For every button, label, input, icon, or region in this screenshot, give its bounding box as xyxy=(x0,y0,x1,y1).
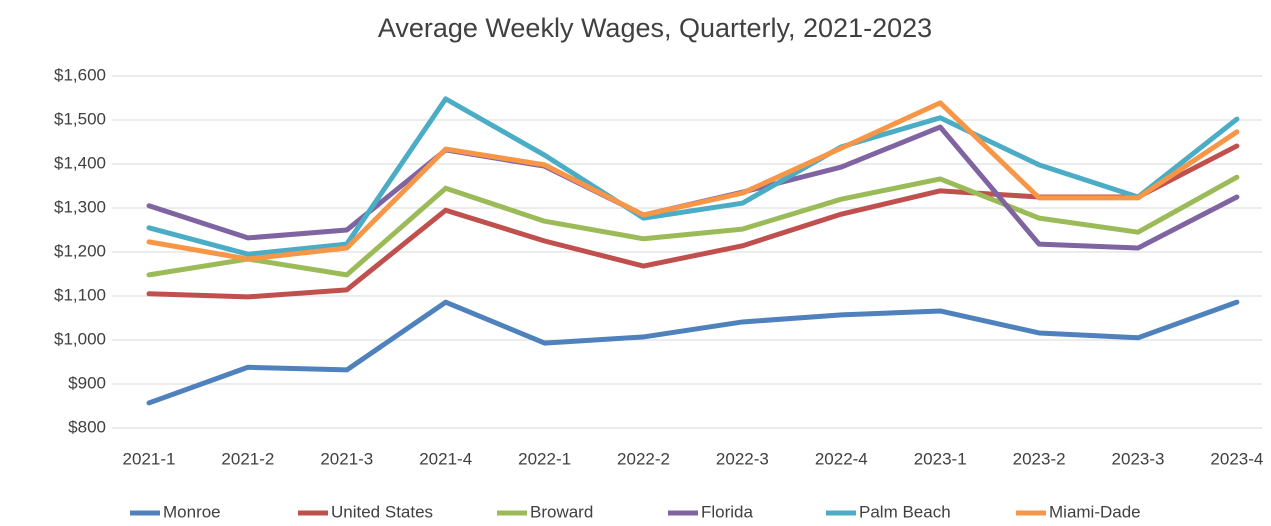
series-line xyxy=(146,96,1240,257)
legend-label: Miami-Dade xyxy=(1049,502,1141,521)
legend-label: United States xyxy=(331,502,433,521)
legend-label: Palm Beach xyxy=(859,502,951,521)
y-tick-label: $1,100 xyxy=(54,285,106,304)
x-tick-label: 2022-3 xyxy=(716,449,769,468)
y-tick-label: $1,400 xyxy=(54,153,106,172)
legend-label: Florida xyxy=(701,502,754,521)
y-tick-label: $1,500 xyxy=(54,109,106,128)
x-tick-label: 2023-2 xyxy=(1013,449,1066,468)
y-tick-label: $900 xyxy=(68,373,106,392)
series-line xyxy=(146,100,1240,262)
x-tick-label: 2021-1 xyxy=(123,449,176,468)
x-tick-label: 2021-2 xyxy=(221,449,274,468)
y-tick-label: $1,000 xyxy=(54,329,106,348)
y-tick-label: $1,200 xyxy=(54,241,106,260)
x-tick-label: 2022-4 xyxy=(815,449,868,468)
chart-title: Average Weekly Wages, Quarterly, 2021-20… xyxy=(378,13,932,43)
x-tick-label: 2022-2 xyxy=(617,449,670,468)
x-tick-label: 2022-1 xyxy=(518,449,571,468)
series-line xyxy=(146,299,1240,406)
series-line xyxy=(146,174,1240,278)
x-tick-label: 2023-3 xyxy=(1112,449,1165,468)
legend-label: Monroe xyxy=(163,502,221,521)
x-tick-label: 2021-3 xyxy=(320,449,373,468)
series-line xyxy=(146,124,1240,251)
y-tick-label: $800 xyxy=(68,417,106,436)
x-tick-label: 2023-4 xyxy=(1210,449,1263,468)
y-tick-label: $1,600 xyxy=(54,65,106,84)
legend-label: Broward xyxy=(530,502,593,521)
x-tick-label: 2021-4 xyxy=(419,449,472,468)
x-tick-label: 2023-1 xyxy=(914,449,967,468)
y-tick-label: $1,300 xyxy=(54,197,106,216)
